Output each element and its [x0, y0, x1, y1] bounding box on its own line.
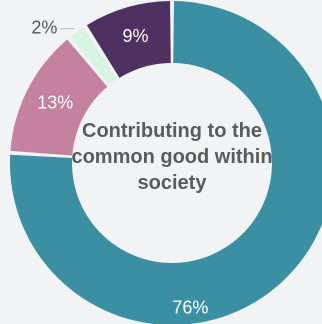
donut-slice-13: [10, 39, 108, 156]
donut-labels: 76% 13% 2% 9%: [31, 17, 208, 317]
donut-slice-9: [86, 1, 171, 78]
donut-slice-label-2: 2%: [31, 17, 57, 37]
donut-slice-label-9: 9%: [122, 26, 148, 46]
donut-slice-label-76: 76%: [172, 298, 208, 318]
donut-center-title: Contributing to the common good within s…: [71, 120, 273, 194]
donut-slice-2: [70, 27, 118, 86]
donut-slice-76: [10, 1, 322, 324]
donut-slices: [10, 1, 322, 324]
donut-slice-label-13: 13%: [37, 92, 73, 112]
